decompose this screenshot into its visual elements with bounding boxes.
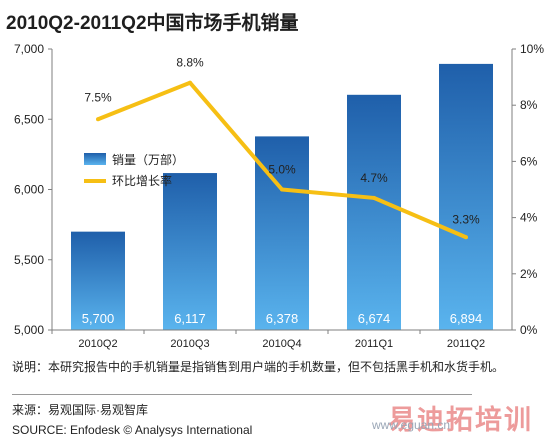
- bar: [347, 94, 401, 330]
- growth-rate-point: [188, 80, 192, 85]
- growth-rate-point: [280, 187, 284, 192]
- x-tick-label: 2010Q2: [78, 338, 117, 350]
- source-english: SOURCE: Enfodesk © Analysys Internationa…: [12, 423, 253, 437]
- bar: [71, 231, 125, 330]
- growth-rate-label: 5.0%: [268, 163, 296, 177]
- right-tick-label: 6%: [520, 154, 538, 168]
- bar-value-label: 6,117: [174, 311, 206, 326]
- legend-line-label: 环比增长率: [112, 173, 172, 188]
- legend-bar-swatch: [84, 153, 106, 165]
- growth-rate-label: 3.3%: [452, 212, 480, 226]
- left-tick-label: 5,000: [14, 323, 44, 337]
- bar-value-label: 6,378: [266, 311, 299, 326]
- left-tick-label: 6,000: [14, 183, 44, 197]
- sales-chart: 5,000 5,500 6,000 6,500 7,000 0% 2% 4% 6% 8% 10% 20…: [14, 42, 544, 350]
- watermark-logo: 易迪拓培训: [388, 405, 533, 435]
- right-tick-label: 2%: [520, 267, 538, 281]
- legend-bar-label: 销量（万部）: [112, 152, 184, 167]
- footnote: 说明：本研究报告中的手机销量是指销售到用户端的手机数量，但不包括黑手机和水货手机…: [12, 360, 505, 374]
- growth-rate-point: [464, 235, 468, 240]
- growth-rate-label: 8.8%: [176, 56, 204, 70]
- source-chinese: 来源：易观国际·易观智库: [12, 403, 148, 417]
- left-tick-label: 7,000: [14, 42, 44, 56]
- watermark-url: www.eguan.cn: [372, 418, 451, 432]
- bar: [163, 173, 217, 330]
- right-tick-label: 4%: [520, 211, 538, 225]
- right-tick-label: 8%: [520, 98, 538, 112]
- x-tick-label: 2011Q1: [355, 338, 393, 350]
- bar-value-label: 6,674: [358, 311, 391, 326]
- bar: [439, 63, 493, 330]
- growth-rate-point: [372, 195, 376, 200]
- left-tick-label: 6,500: [14, 112, 44, 126]
- growth-rate-label: 7.5%: [84, 90, 112, 104]
- growth-rate-point: [96, 117, 100, 122]
- x-tick-label: 2010Q3: [170, 338, 209, 350]
- right-tick-label: 0%: [520, 323, 538, 337]
- divider: [12, 394, 472, 395]
- chart-title: 2010Q2-2011Q2中国市场手机销量: [6, 13, 299, 34]
- growth-rate-label: 4.7%: [360, 171, 388, 185]
- x-tick-label: 2010Q4: [262, 338, 301, 350]
- left-tick-label: 5,500: [14, 253, 44, 267]
- bar-value-label: 6,894: [450, 311, 483, 326]
- x-tick-label: 2011Q2: [447, 338, 485, 350]
- bar-value-label: 5,700: [82, 311, 115, 326]
- right-tick-label: 10%: [520, 42, 544, 56]
